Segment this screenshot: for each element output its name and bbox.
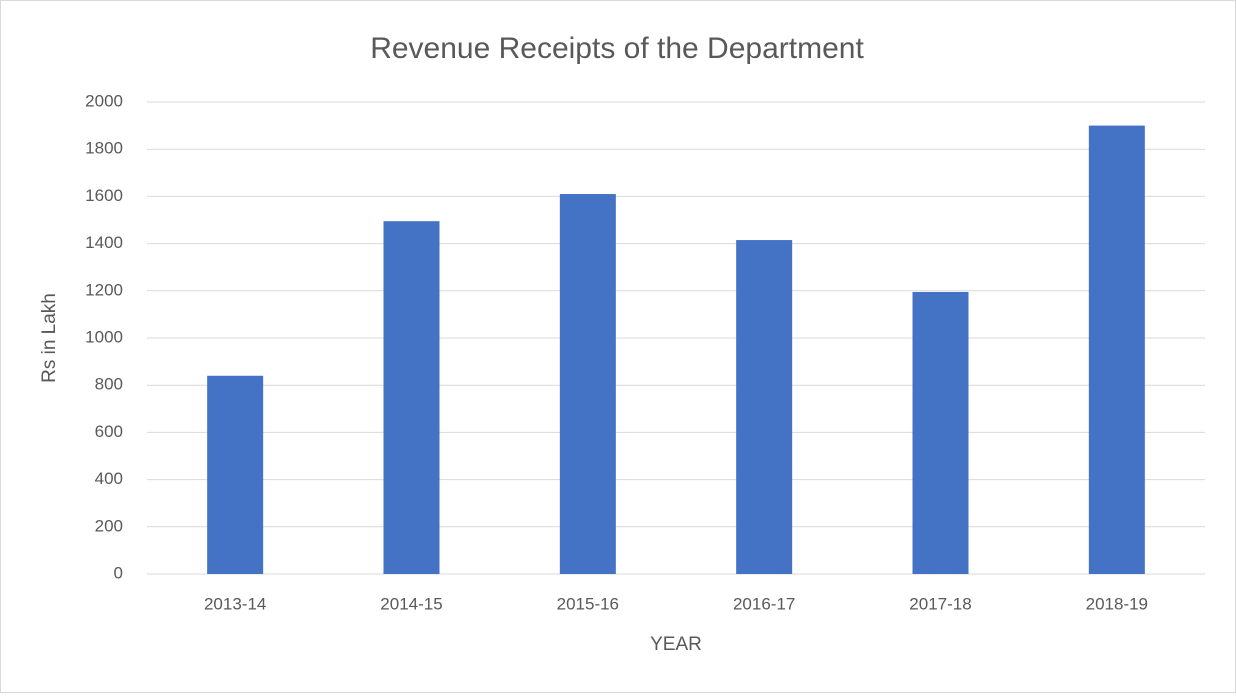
bar bbox=[1088, 125, 1145, 574]
y-tick-label: 200 bbox=[95, 516, 123, 535]
bar-layer bbox=[207, 125, 1145, 575]
x-axis-title: YEAR bbox=[650, 634, 702, 655]
bar bbox=[383, 221, 440, 574]
bar bbox=[912, 291, 969, 574]
bar bbox=[736, 240, 793, 574]
x-tick-label: 2013-14 bbox=[204, 594, 266, 613]
y-tick-label: 1200 bbox=[85, 280, 123, 299]
y-tick-label: 1400 bbox=[85, 233, 123, 252]
y-axis-title: Rs in Lakh bbox=[39, 293, 60, 383]
y-tick-label: 400 bbox=[95, 469, 123, 488]
bar bbox=[559, 194, 616, 575]
y-tick-label: 600 bbox=[95, 422, 123, 441]
x-tick-label: 2015-16 bbox=[557, 594, 619, 613]
y-tick-label: 2000 bbox=[85, 91, 123, 110]
x-tick-label: 2014-15 bbox=[380, 594, 442, 613]
y-tick-label: 1000 bbox=[85, 327, 123, 346]
y-tick-label: 1800 bbox=[85, 139, 123, 158]
y-tick-label: 0 bbox=[114, 563, 123, 582]
grid-layer bbox=[147, 101, 1205, 575]
y-tick-label: 800 bbox=[95, 375, 123, 394]
x-tick-label: 2018-19 bbox=[1086, 594, 1148, 613]
bar bbox=[207, 375, 264, 574]
x-tick-label: 2017-18 bbox=[909, 594, 971, 613]
chart-title: Revenue Receipts of the Department bbox=[370, 32, 864, 65]
y-tick-label: 1600 bbox=[85, 186, 123, 205]
x-tick-label: 2016-17 bbox=[733, 594, 795, 613]
